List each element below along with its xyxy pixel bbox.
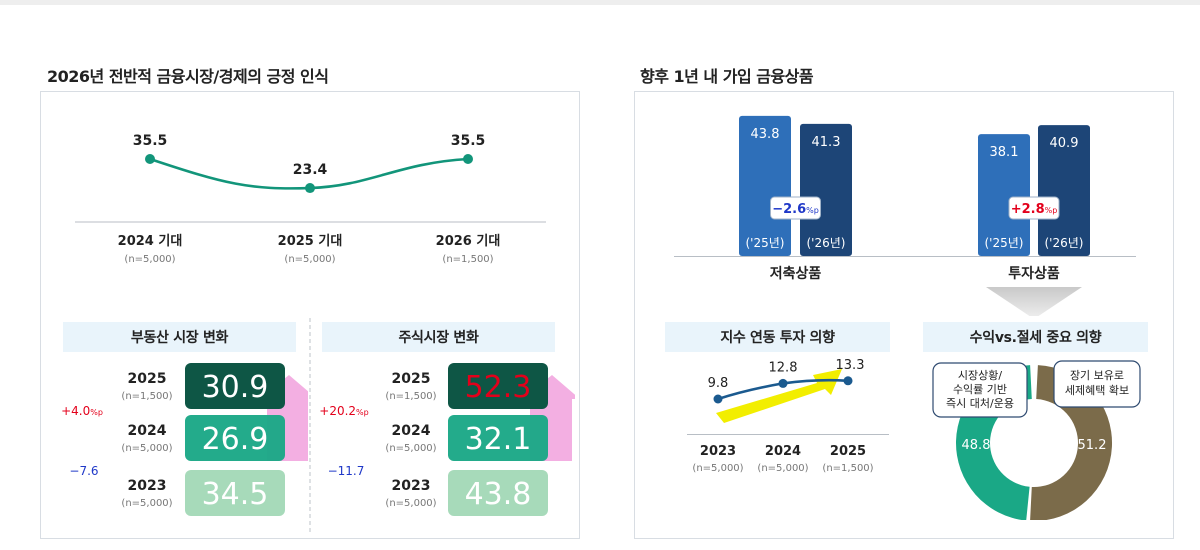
stock-header: 주식시장 변화 <box>322 322 555 352</box>
perception-category-label: 2025 기대 <box>278 234 343 249</box>
row-year-label: 2024 <box>128 423 167 439</box>
callout-return-line: 즉시 대처/운용 <box>946 397 1014 410</box>
product-category-label: 저축상품 <box>770 266 822 282</box>
row-sample-label: (n=1,500) <box>385 391 436 402</box>
tax-benefit-header: 수익vs.절세 중요 의향 <box>923 322 1148 352</box>
perception-category-label: 2026 기대 <box>436 234 501 249</box>
perception-point <box>305 183 315 194</box>
decrease-change-label: −11.7 <box>328 464 365 478</box>
product-bar <box>1038 125 1090 256</box>
product-bar <box>739 115 791 256</box>
funnel-triangle <box>986 287 1082 316</box>
callout-return <box>932 362 1028 418</box>
row-year-label: 2023 <box>128 478 167 494</box>
increase-change-label: +4.0%p <box>61 404 103 418</box>
product-series-label: ('26년) <box>807 236 846 250</box>
index-point <box>843 376 853 386</box>
index-sample-label: (n=5,000) <box>757 463 808 474</box>
product-bar <box>800 123 852 256</box>
index-category-label: 2023 <box>700 444 736 459</box>
product-bar <box>978 134 1030 256</box>
product-bar-value: 38.1 <box>990 145 1019 160</box>
value-box-label: 30.9 <box>202 370 269 405</box>
perception-sample-label: (n=1,500) <box>442 254 493 265</box>
product-bar-value: 41.3 <box>812 135 841 150</box>
right-section-title: 향후 1년 내 가입 금융상품 <box>640 67 814 86</box>
vertical-divider <box>309 318 311 533</box>
perception-value-label: 35.5 <box>133 133 168 149</box>
donut-label-tax: 51.2 <box>1078 438 1107 453</box>
index-sample-label: (n=5,000) <box>692 463 743 474</box>
index-value-label: 13.3 <box>836 358 865 373</box>
index-category-label: 2024 <box>765 444 801 459</box>
product-change-box <box>1008 196 1060 220</box>
stock-change-table: 2025 (n=1,500) 52.3 2024 (n=5,000) 32.1 2023 (n… <box>300 355 575 516</box>
increase-change-label: +20.2%p <box>319 404 368 418</box>
donut-label-return: 48.8 <box>962 438 991 453</box>
index-value-label: 12.8 <box>769 360 798 375</box>
index-linked-header: 지수 연동 투자 의향 <box>665 322 890 352</box>
decrease-change-label: −7.6 <box>69 464 98 478</box>
index-point <box>778 378 788 388</box>
real-estate-header: 부동산 시장 변화 <box>63 322 296 352</box>
perception-point <box>463 154 473 164</box>
perception-value-label: 35.5 <box>451 133 486 149</box>
top-divider <box>0 0 1200 5</box>
value-box-label: 34.5 <box>202 477 269 512</box>
value-box <box>185 470 285 516</box>
left-panel <box>40 91 580 539</box>
value-box-label: 26.9 <box>202 422 269 457</box>
product-change-label: +2.8%p <box>1011 202 1058 217</box>
index-point <box>713 394 723 404</box>
value-box <box>448 415 548 461</box>
callout-tax-line: 장기 보유로 <box>1070 369 1124 382</box>
row-year-label: 2025 <box>392 371 431 387</box>
product-change-label: −2.6%p <box>772 202 819 217</box>
left-section-title: 2026년 전반적 금융시장/경제의 긍정 인식 <box>47 67 329 86</box>
callout-return-line: 시장상황/ <box>958 369 1002 382</box>
value-box <box>185 363 285 409</box>
trend-arrow <box>716 369 842 423</box>
row-sample-label: (n=1,500) <box>121 391 172 402</box>
row-sample-label: (n=5,000) <box>121 498 172 509</box>
index-linked-line-chart: 9.8 2023 (n=5,000) 12.8 2024 (n=5,000) 13.3 202… <box>687 358 889 474</box>
product-series-label: ('25년) <box>985 236 1024 250</box>
index-sample-label: (n=1,500) <box>822 463 873 474</box>
row-sample-label: (n=5,000) <box>121 443 172 454</box>
perception-value-label: 23.4 <box>293 162 328 178</box>
product-category-label: 투자상품 <box>1008 266 1060 282</box>
row-year-label: 2024 <box>392 423 431 439</box>
row-sample-label: (n=5,000) <box>385 443 436 454</box>
callout-tax <box>1053 360 1141 408</box>
value-box <box>185 415 285 461</box>
product-series-label: ('26년) <box>1045 236 1084 250</box>
value-box-label: 43.8 <box>465 477 532 512</box>
row-year-label: 2025 <box>128 371 167 387</box>
value-box-label: 52.3 <box>465 370 532 405</box>
positive-perception-chart: 35.5 2024 기대 (n=5,000) 23.4 2025 기대 (n=5,000)… <box>75 133 546 265</box>
real-estate-change-table: 2025 (n=1,500) 30.9 2024 (n=5,000) 26.9 2023 (n… <box>40 355 308 516</box>
callout-tax-line: 세제혜택 확보 <box>1065 384 1129 397</box>
product-change-box <box>770 196 821 220</box>
index-category-label: 2025 <box>830 444 866 459</box>
index-value-label: 9.8 <box>708 376 729 391</box>
row-sample-label: (n=5,000) <box>385 498 436 509</box>
perception-point <box>145 154 155 164</box>
perception-sample-label: (n=5,000) <box>124 254 175 265</box>
product-bar-value: 40.9 <box>1050 136 1079 151</box>
value-box-label: 32.1 <box>465 422 532 457</box>
product-bar-chart: 43.8 ('25년) 41.3 ('26년) −2.6%p 저축상품 38.1 ('25년)… <box>674 115 1136 316</box>
value-box <box>448 470 548 516</box>
callout-return-line: 수익률 기반 <box>953 383 1007 396</box>
perception-category-label: 2024 기대 <box>118 234 183 249</box>
product-bar-value: 43.8 <box>751 127 780 142</box>
value-box <box>448 363 548 409</box>
product-series-label: ('25년) <box>746 236 785 250</box>
perception-sample-label: (n=5,000) <box>284 254 335 265</box>
row-year-label: 2023 <box>392 478 431 494</box>
